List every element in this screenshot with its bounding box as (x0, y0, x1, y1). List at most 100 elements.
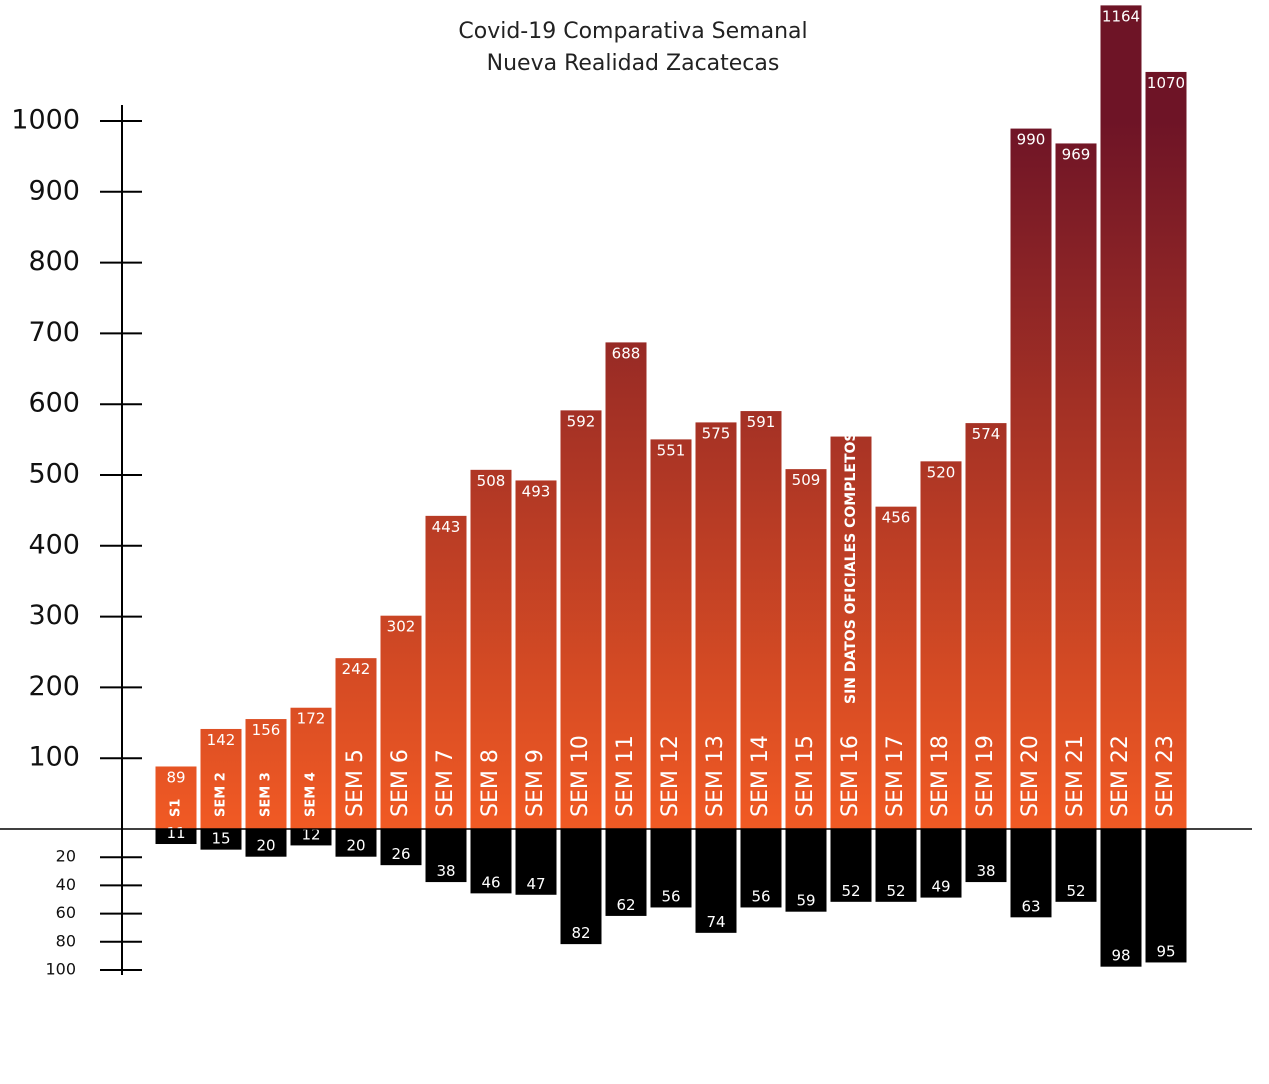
value-label: 969 (1062, 145, 1091, 163)
value-label: 551 (657, 441, 686, 459)
category-label: SEM 18 (928, 735, 953, 817)
value-label-lower: 56 (751, 887, 770, 905)
category-label: SEM 6 (388, 749, 413, 817)
y-tick-label: 500 (28, 459, 80, 490)
category-label: SEM 8 (478, 749, 503, 817)
value-label: 456 (882, 509, 911, 527)
category-label: SEM 9 (523, 749, 548, 817)
category-label: SEM 7 (433, 749, 458, 817)
value-label: 242 (342, 660, 371, 678)
bar-lower (919, 828, 963, 899)
bar (244, 718, 288, 830)
value-label: 575 (702, 424, 731, 442)
value-label-lower: 52 (1066, 882, 1085, 900)
bar (784, 468, 828, 830)
bar-lower (1054, 828, 1098, 903)
value-label-lower: 59 (796, 892, 815, 910)
y2-tick-label: 80 (56, 931, 76, 950)
bar (199, 727, 243, 830)
bar (694, 421, 738, 830)
bar (289, 706, 333, 830)
value-label-lower: 11 (166, 824, 185, 842)
chart-subtitle: Nueva Realidad Zacatecas (487, 51, 780, 76)
value-label-lower: 26 (391, 845, 410, 863)
chart-title: Covid-19 Comparativa Semanal (458, 19, 807, 44)
value-label-lower: 20 (256, 837, 275, 855)
bar-lower (1099, 828, 1143, 968)
bar-lower (1144, 828, 1188, 964)
y2-tick-label: 100 (45, 960, 76, 979)
category-label: SEM 5 (343, 749, 368, 817)
category-label: SEM 19 (973, 735, 998, 817)
value-label: 574 (972, 425, 1001, 443)
value-label: 688 (612, 344, 641, 362)
value-label: 142 (207, 731, 236, 749)
value-label-lower: 12 (301, 825, 320, 843)
category-label: SEM 2 (214, 772, 229, 817)
value-label: 509 (792, 471, 821, 489)
bar (379, 614, 423, 830)
y-tick-label: 900 (28, 175, 80, 206)
y-tick-label: 700 (28, 317, 80, 348)
bar-lower (649, 828, 693, 909)
category-label: SEM 11 (613, 735, 638, 817)
category-label: SEM 13 (703, 735, 728, 817)
bar-lower (469, 828, 513, 895)
bar (739, 410, 783, 830)
value-label-lower: 49 (931, 878, 950, 896)
category-label: SEM 4 (304, 772, 319, 817)
y-tick-label: 600 (28, 388, 80, 419)
y-tick-label: 400 (28, 529, 80, 560)
bar (514, 479, 558, 830)
bar-lower (379, 828, 423, 867)
value-label: 591 (747, 413, 776, 431)
category-label: SEM 10 (568, 735, 593, 817)
value-label-lower: 52 (886, 882, 905, 900)
bar-lower (424, 828, 468, 884)
value-label-lower: 63 (1021, 897, 1040, 915)
bar (964, 422, 1008, 830)
value-label: 520 (927, 463, 956, 481)
bar-lower (334, 828, 378, 858)
value-label-lower: 15 (211, 830, 230, 848)
value-label: 1164 (1102, 7, 1140, 25)
value-label: 172 (297, 710, 326, 728)
bar (649, 438, 693, 830)
value-label: 1070 (1147, 74, 1185, 92)
value-label-lower: 47 (526, 875, 545, 893)
category-label: SEM 21 (1063, 735, 1088, 817)
bar-lower (739, 828, 783, 909)
value-label-lower: 20 (346, 837, 365, 855)
bar-lower (604, 828, 648, 917)
value-label: 443 (432, 518, 461, 536)
annotation: SIN DATOS OFICIALES COMPLETOS (843, 432, 859, 704)
value-label: 493 (522, 482, 551, 500)
value-label: 302 (387, 618, 416, 636)
bar (334, 657, 378, 830)
category-label: SEM 12 (658, 735, 683, 817)
value-label-lower: 98 (1111, 947, 1130, 965)
category-label: SEM 17 (883, 735, 908, 817)
value-label: 89 (166, 768, 185, 786)
y2-tick-label: 20 (56, 847, 76, 866)
y2-tick-label: 40 (56, 875, 76, 894)
category-label: SEM 22 (1108, 735, 1133, 817)
bar (1144, 70, 1188, 830)
category-label: SEM 20 (1018, 735, 1043, 817)
value-label: 592 (567, 412, 596, 430)
bar-lower (514, 828, 558, 896)
y2-tick-label: 60 (56, 903, 76, 922)
bar (1054, 142, 1098, 830)
value-label: 508 (477, 472, 506, 490)
bar (1099, 4, 1143, 830)
bar-lower (1009, 828, 1053, 919)
value-label-lower: 95 (1156, 942, 1175, 960)
bar (919, 460, 963, 830)
category-label: SEM 15 (793, 735, 818, 817)
value-label-lower: 62 (616, 896, 635, 914)
value-label-lower: 56 (661, 887, 680, 905)
category-label: S1 (169, 799, 184, 817)
y-tick-label: 100 (28, 742, 80, 773)
y-tick-label: 800 (28, 246, 80, 277)
